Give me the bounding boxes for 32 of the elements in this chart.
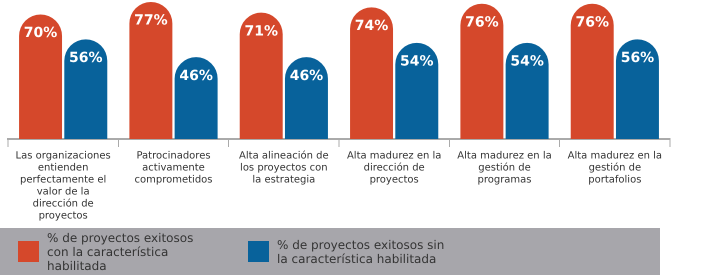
bar — [395, 42, 438, 139]
data-label: 76% — [465, 14, 499, 30]
data-label: 71% — [244, 23, 278, 40]
data-label: 76% — [575, 14, 609, 30]
data-label: 77% — [134, 12, 168, 29]
bar — [350, 7, 394, 139]
data-label: 56% — [69, 50, 103, 66]
bar — [616, 39, 659, 139]
x-tick-label: Las organizaciones entienden perfectamente el valor de la dirección de proyectos — [16, 150, 111, 222]
legend-label: % de proyectos exitosos con la característica habilitada — [47, 230, 194, 272]
bar — [460, 4, 504, 139]
x-tick-label: Alta madurez en la gestión de programas — [457, 150, 552, 186]
x-tick-label: Alta madurez en la gestión de portafolios — [568, 150, 662, 186]
data-label: 54% — [400, 54, 434, 70]
data-label: 74% — [354, 18, 388, 34]
x-tick-label: Alta alineación de los proyectos con la estrategia — [239, 150, 329, 186]
legend-label: % de proyectos exitosos sin la característica habilitada — [277, 238, 446, 266]
bar — [284, 57, 328, 139]
bar — [570, 4, 614, 139]
data-label: 46% — [290, 68, 324, 84]
bar — [174, 57, 218, 139]
bar — [240, 12, 283, 139]
bar — [129, 2, 172, 139]
bar — [506, 42, 549, 139]
x-tick-label: Patrocinadores activamente comprometidos — [134, 150, 212, 186]
data-label: 46% — [179, 68, 213, 84]
x-tick-label: Alta madurez en la dirección de proyectos — [346, 150, 442, 186]
bar — [64, 39, 108, 139]
data-label: 54% — [510, 54, 544, 70]
data-label: 56% — [620, 50, 654, 66]
data-label: 70% — [24, 25, 58, 42]
bar — [19, 14, 62, 139]
